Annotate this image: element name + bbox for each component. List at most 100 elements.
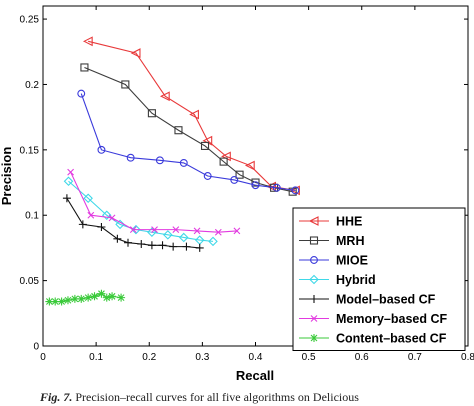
data-point — [174, 126, 183, 135]
data-point — [102, 293, 111, 302]
data-point — [97, 223, 106, 231]
data-point — [158, 241, 167, 250]
data-point — [90, 292, 99, 301]
data-point — [101, 210, 112, 221]
data-point — [147, 241, 156, 250]
series-mioe — [77, 89, 300, 195]
y-tick-label: 0.1 — [25, 211, 39, 222]
data-point — [147, 109, 156, 118]
x-tick-label: 0.3 — [195, 352, 209, 363]
series-line — [84, 66, 293, 193]
legend-label: HHE — [336, 215, 362, 229]
legend-item: MRH — [299, 234, 364, 248]
legend-marker — [310, 295, 318, 303]
data-point — [97, 289, 106, 298]
x-tick-label: 0.8 — [461, 352, 474, 363]
legend-label: Content–based CF — [336, 332, 447, 346]
data-point — [200, 141, 210, 150]
series-content-based-cf — [45, 289, 126, 306]
data-point — [84, 293, 93, 302]
series-memory-based-cf — [67, 168, 241, 236]
legend-item: HHE — [299, 215, 362, 229]
data-point — [137, 240, 146, 248]
data-point — [244, 160, 255, 171]
y-tick-label: 0.25 — [20, 15, 40, 26]
x-tick-label: 0.1 — [89, 352, 103, 363]
data-point — [214, 228, 222, 236]
caption-prefix: Fig. 7. — [40, 390, 73, 404]
legend-item: Memory–based CF — [299, 312, 448, 326]
data-point — [130, 48, 141, 58]
axes: 0 0.1 0.2 0.3 0.4 0.5 0.6 0.7 0.8 0 0.05 0.1 0.15 0.2… — [20, 6, 474, 363]
data-point — [203, 172, 212, 180]
legend-label: Memory–based CF — [336, 312, 448, 326]
data-point — [230, 175, 239, 184]
legend-item: Model–based CF — [299, 293, 436, 307]
data-point — [63, 176, 74, 187]
y-tick-label: 0.05 — [20, 276, 40, 287]
legend-marker — [310, 315, 318, 322]
x-tick-label: 0.6 — [355, 352, 369, 363]
y-tick-label: 0.15 — [20, 145, 40, 156]
x-axis-title: Recall — [236, 368, 274, 383]
data-point — [172, 226, 180, 234]
y-axis-title: Precision — [0, 147, 14, 206]
data-point — [97, 145, 106, 154]
data-point — [189, 109, 199, 120]
data-point — [108, 292, 117, 301]
legend-marker — [309, 236, 319, 245]
series-line — [68, 180, 214, 242]
data-point — [159, 91, 170, 102]
legend-label: Model–based CF — [336, 293, 436, 307]
data-point — [193, 227, 201, 235]
series-mrh — [80, 63, 297, 196]
figure-caption: Fig. 7. Precision–recall curves for all … — [40, 390, 474, 406]
legend-item: MIOE — [299, 254, 368, 268]
data-point — [87, 211, 95, 219]
data-point — [124, 238, 132, 247]
data-point — [233, 227, 241, 235]
y-tick-label: 0 — [33, 342, 39, 353]
data-point — [251, 181, 260, 190]
data-point — [131, 224, 141, 235]
data-point — [77, 89, 86, 98]
series-layer — [45, 36, 300, 306]
data-point — [195, 243, 204, 252]
data-point — [62, 194, 71, 203]
data-point — [179, 232, 189, 243]
legend-label: MRH — [336, 234, 364, 248]
data-point — [45, 297, 54, 306]
data-point — [57, 297, 66, 306]
data-point — [219, 157, 228, 166]
data-point — [208, 236, 218, 247]
data-point — [126, 153, 135, 162]
data-point — [182, 242, 191, 251]
series-line — [80, 93, 296, 191]
data-point — [155, 156, 164, 165]
caption-text: Precision–recall curves for all five alg… — [75, 390, 359, 404]
data-point — [115, 219, 125, 230]
data-point — [151, 226, 158, 234]
data-point — [83, 193, 93, 204]
data-point — [78, 220, 87, 229]
data-point — [129, 226, 137, 234]
data-point — [117, 293, 126, 302]
data-point — [179, 158, 188, 167]
data-point — [169, 242, 178, 251]
legend-item: Hybrid — [299, 273, 376, 287]
data-point — [108, 214, 116, 222]
x-tick-label: 0 — [40, 352, 46, 363]
legend-label: Hybrid — [336, 273, 376, 287]
precision-recall-chart: 0 0.1 0.2 0.3 0.4 0.5 0.6 0.7 0.8 0 0.05 0.1 0.15 0.2… — [0, 5, 474, 383]
series-model-based-cf — [62, 194, 204, 252]
data-point — [113, 234, 122, 243]
data-point — [67, 168, 75, 176]
legend-marker — [308, 216, 319, 226]
data-point — [147, 227, 157, 238]
x-tick-label: 0.5 — [302, 352, 316, 363]
data-point — [82, 36, 93, 47]
legend-marker — [309, 274, 319, 285]
y-tick-label: 0.2 — [25, 80, 39, 91]
data-point — [80, 63, 89, 72]
legend-marker — [310, 334, 318, 342]
